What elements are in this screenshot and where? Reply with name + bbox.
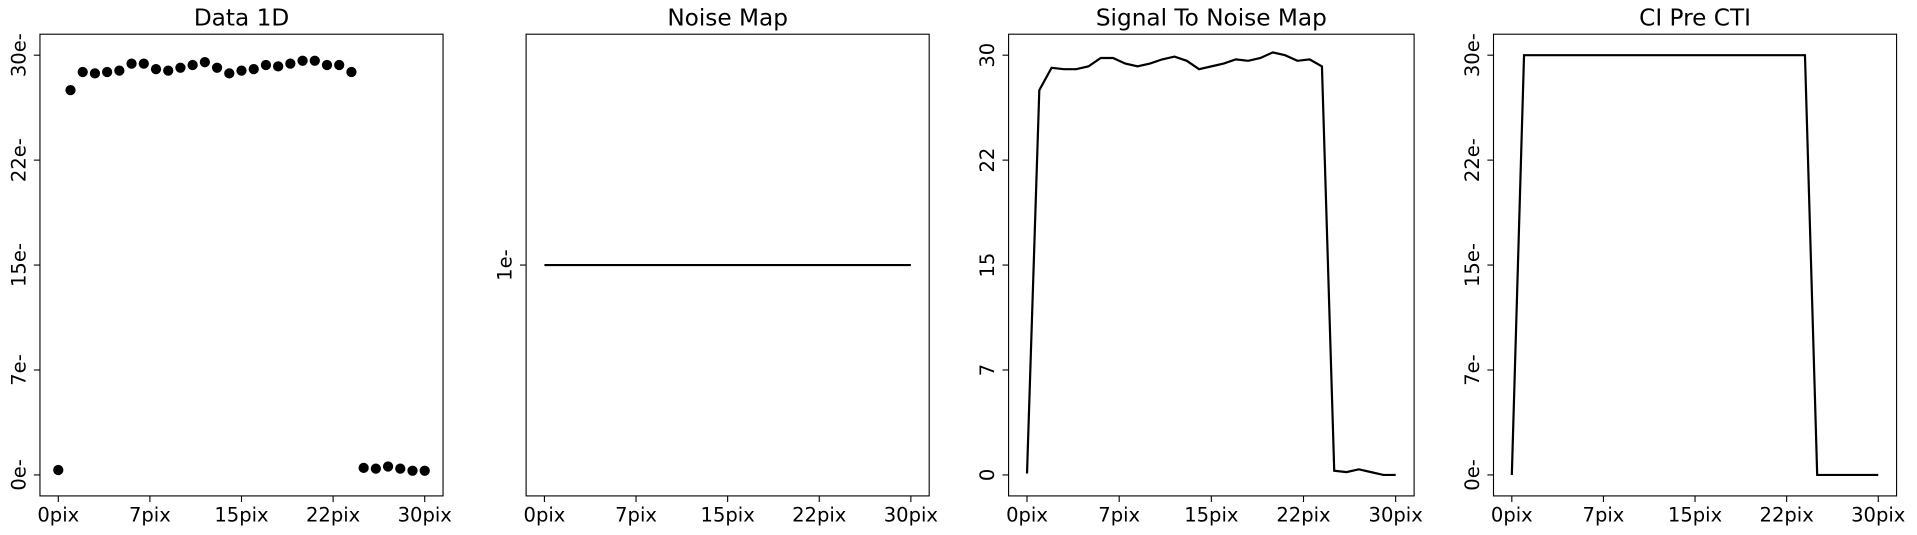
data-point bbox=[297, 55, 308, 66]
axes-frame bbox=[39, 33, 444, 497]
data-point bbox=[321, 59, 333, 71]
data-point bbox=[273, 61, 284, 72]
y-tick-label: 0e- bbox=[1461, 459, 1484, 491]
data-point bbox=[114, 65, 125, 76]
y-tick-label: 15 bbox=[976, 253, 999, 278]
data-point bbox=[236, 65, 247, 76]
x-tick-label: 7pix bbox=[1098, 504, 1140, 527]
data-point bbox=[126, 58, 137, 69]
x-tick-label: 7pix bbox=[129, 504, 171, 527]
data-point bbox=[248, 64, 259, 75]
data-point bbox=[395, 463, 406, 474]
y-tick-label: 30 bbox=[976, 43, 999, 68]
y-tick-label: 0 bbox=[976, 469, 999, 481]
data-point bbox=[89, 68, 101, 79]
y-tick-label: 7e- bbox=[1461, 354, 1484, 386]
data-point bbox=[187, 59, 198, 71]
y-tick-label: 30e- bbox=[1461, 33, 1484, 77]
data-point bbox=[65, 85, 76, 96]
data-point bbox=[53, 464, 64, 476]
x-tick-label: 7pix bbox=[1583, 504, 1625, 527]
chart-title: Signal To Noise Map bbox=[1096, 5, 1327, 32]
data-point bbox=[211, 62, 223, 73]
axes-frame bbox=[1492, 33, 1898, 497]
data-point bbox=[309, 55, 320, 66]
axes-frame bbox=[1008, 33, 1415, 497]
data-point bbox=[224, 68, 235, 79]
x-tick-label: 22pix bbox=[792, 504, 846, 527]
data-point bbox=[358, 462, 369, 474]
x-tick-label: 30pix bbox=[884, 504, 938, 527]
data-point bbox=[285, 58, 296, 69]
y-tick-label: 15e- bbox=[1461, 243, 1484, 287]
data-point bbox=[346, 66, 357, 78]
y-tick-label: 22e- bbox=[1461, 138, 1484, 182]
x-tick-label: 30pix bbox=[1851, 504, 1905, 527]
y-tick-label: 22 bbox=[976, 148, 999, 173]
data-point bbox=[163, 65, 174, 76]
chart-title: Data 1D bbox=[194, 5, 289, 32]
data-point bbox=[77, 66, 88, 78]
y-tick-label: 22e- bbox=[7, 138, 30, 182]
data-point bbox=[260, 59, 272, 71]
data-point bbox=[370, 463, 381, 474]
data-point bbox=[138, 58, 149, 69]
y-tick-label: 7e- bbox=[7, 354, 30, 385]
x-tick-label: 7pix bbox=[615, 504, 657, 527]
x-tick-label: 30pix bbox=[1369, 504, 1423, 527]
x-tick-label: 22pix bbox=[1760, 504, 1814, 527]
chart-title: CI Pre CTI bbox=[1639, 5, 1751, 32]
data-point bbox=[175, 62, 186, 73]
y-tick-label: 7 bbox=[976, 364, 999, 376]
data-point bbox=[199, 57, 210, 68]
data-line bbox=[1025, 51, 1396, 477]
y-tick-label: 15e- bbox=[7, 243, 30, 287]
x-tick-label: 15pix bbox=[701, 504, 755, 527]
x-tick-label: 30pix bbox=[398, 504, 452, 527]
chart-title: Noise Map bbox=[667, 5, 788, 32]
data-point bbox=[382, 461, 394, 472]
data-point bbox=[407, 465, 418, 476]
x-tick-label: 0pix bbox=[1006, 504, 1048, 527]
data-point bbox=[419, 465, 430, 476]
x-tick-label: 0pix bbox=[1491, 504, 1533, 527]
x-tick-label: 22pix bbox=[306, 504, 360, 527]
data-point bbox=[334, 59, 345, 71]
x-tick-label: 0pix bbox=[524, 504, 566, 527]
y-tick-label: 0e- bbox=[7, 459, 30, 491]
data-line bbox=[1510, 54, 1879, 477]
x-tick-label: 15pix bbox=[1184, 504, 1238, 527]
data-point bbox=[150, 64, 162, 75]
data-point bbox=[102, 66, 113, 78]
y-tick-label: 30e- bbox=[7, 33, 30, 77]
x-tick-label: 15pix bbox=[214, 504, 268, 527]
x-tick-label: 15pix bbox=[1668, 504, 1722, 527]
y-tick-label: 1e- bbox=[493, 249, 516, 281]
x-tick-label: 0pix bbox=[37, 504, 79, 527]
x-tick-label: 22pix bbox=[1276, 504, 1330, 527]
